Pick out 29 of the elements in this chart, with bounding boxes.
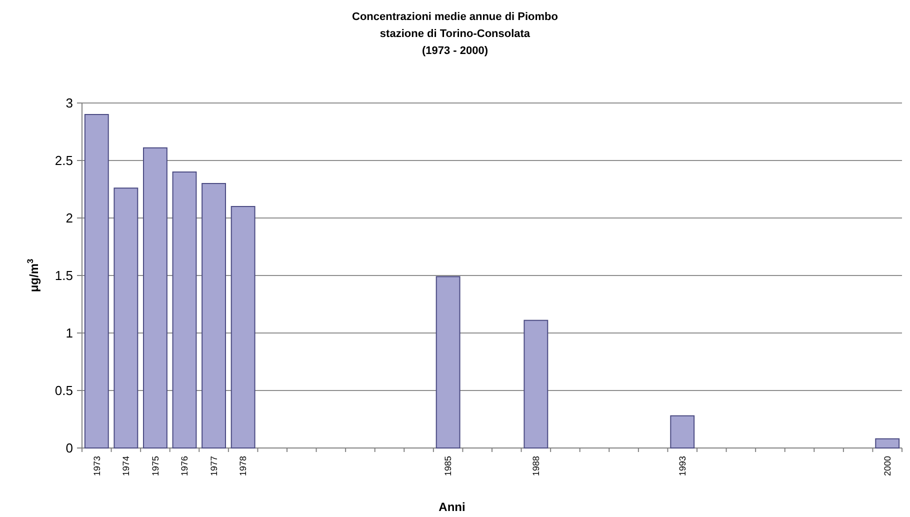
bar — [202, 183, 226, 448]
x-tick-label: 1976 — [180, 456, 190, 476]
x-tick-label: 1974 — [121, 456, 132, 476]
y-tick-label: 0.5 — [54, 383, 73, 398]
x-tick-label: 1988 — [531, 456, 542, 476]
y-tick-label: 2.5 — [54, 153, 73, 168]
x-tick-label: 1973 — [92, 456, 102, 476]
bar — [114, 188, 138, 448]
bar — [230, 206, 256, 448]
bar — [524, 320, 548, 448]
y-tick-label: 2 — [66, 210, 73, 226]
bar — [172, 172, 197, 448]
x-tick-label: 1993 — [678, 456, 688, 476]
x-tick-label: 1985 — [443, 456, 454, 476]
x-tick-label: 2000 — [882, 456, 893, 476]
x-tick-label: 1975 — [150, 456, 160, 476]
bar — [436, 276, 460, 448]
y-tick-label: 1.5 — [54, 268, 73, 284]
y-tick-label: 3 — [66, 96, 73, 111]
x-tick-label: 1977 — [208, 456, 219, 476]
y-tick-label: 0 — [66, 440, 73, 456]
x-tick-label: 1978 — [238, 456, 248, 476]
bar — [143, 147, 168, 448]
bar — [670, 415, 695, 448]
x-axis-title: Anni — [438, 500, 466, 514]
bar — [875, 438, 900, 448]
y-tick-label: 1 — [66, 326, 73, 341]
chart-title: Concentrazioni medie annue di Piombo stazione di Torino-Consolata (1973 - 2000) — [352, 11, 558, 57]
bar — [84, 114, 109, 448]
